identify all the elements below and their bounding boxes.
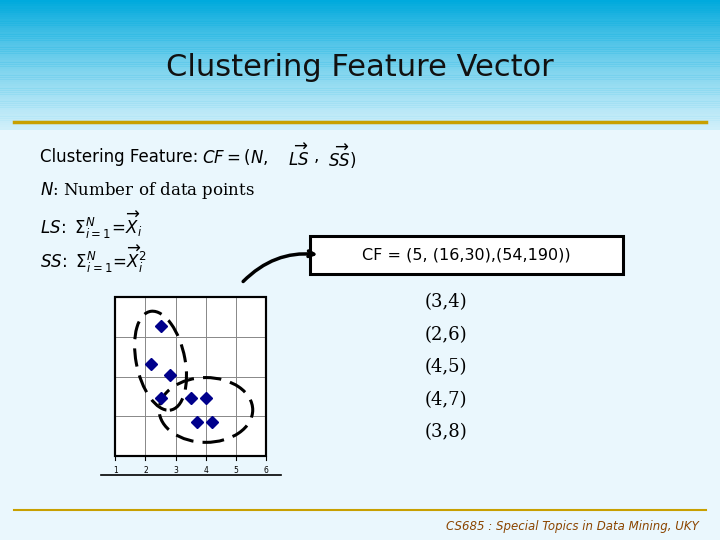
Text: (4,5): (4,5) [425, 358, 467, 376]
Bar [0, 94, 720, 97]
Bar [0, 30, 720, 32]
Bar [0, 60, 720, 63]
Text: 3: 3 [174, 466, 178, 475]
Text: Clustering Feature Vector: Clustering Feature Vector [166, 53, 554, 82]
Text: $SS\!:\ \Sigma^N_{i=1}\!=\!\overrightarrow{X}^2_i$: $SS\!:\ \Sigma^N_{i=1}\!=\!\overrightarr… [40, 244, 146, 275]
Bar [0, 116, 720, 119]
Bar [0, 79, 720, 82]
Bar [0, 77, 720, 80]
Bar [0, 125, 720, 127]
Text: 6: 6 [264, 466, 269, 475]
Bar [0, 38, 720, 41]
Bar [0, 34, 720, 37]
Bar [0, 25, 720, 28]
Text: CS685 : Special Topics in Data Mining, UKY: CS685 : Special Topics in Data Mining, U… [446, 520, 698, 533]
Bar [0, 19, 720, 22]
Bar [0, 62, 720, 65]
Text: 5: 5 [234, 466, 238, 475]
Bar [0, 110, 720, 112]
Bar [0, 112, 720, 114]
Bar [0, 64, 720, 67]
Bar [0, 88, 720, 91]
Bar [0, 56, 720, 58]
Bar [0, 103, 720, 106]
Bar [0, 82, 720, 84]
Bar [0, 49, 720, 52]
Bar [0, 118, 720, 121]
Text: (2,6): (2,6) [425, 326, 467, 344]
Bar [0, 86, 720, 89]
Bar [0, 75, 720, 78]
Text: (3,4): (3,4) [425, 293, 467, 312]
Text: CF = (5, (16,30),(54,190)): CF = (5, (16,30),(54,190)) [362, 247, 570, 262]
Bar [0, 114, 720, 117]
Bar [0, 10, 720, 13]
FancyBboxPatch shape [310, 236, 623, 274]
Bar [0, 8, 720, 11]
Bar [0, 0, 720, 2]
Bar [0, 53, 720, 56]
Bar [0, 105, 720, 108]
Bar [0, 43, 720, 45]
Bar [0, 92, 720, 95]
Text: 4: 4 [204, 466, 208, 475]
Bar [0, 15, 720, 17]
Bar [0, 120, 720, 123]
Text: $\overrightarrow{LS}$: $\overrightarrow{LS}$ [288, 144, 310, 170]
Bar [0, 90, 720, 93]
Text: 2: 2 [143, 466, 148, 475]
Text: 1: 1 [113, 466, 117, 475]
Bar [0, 84, 720, 86]
Bar [0, 47, 720, 50]
Bar [0, 73, 720, 76]
Bar [0, 6, 720, 9]
Bar [0, 71, 720, 73]
Text: $,$: $,$ [313, 148, 319, 165]
Bar [0, 58, 720, 60]
Bar [115, 297, 266, 456]
Bar [0, 2, 720, 4]
Bar [0, 36, 720, 39]
Bar [0, 107, 720, 110]
Bar [0, 12, 720, 15]
Text: $CF = (N,$: $CF = (N,$ [202, 146, 268, 167]
Text: $LS\!:\ \Sigma^N_{i=1}\!=\!\overrightarrow{X}_i$: $LS\!:\ \Sigma^N_{i=1}\!=\!\overrightarr… [40, 210, 142, 241]
Bar [115, 297, 266, 456]
Text: $\overrightarrow{SS})$: $\overrightarrow{SS})$ [328, 143, 356, 171]
Bar [0, 21, 720, 24]
Bar [0, 97, 720, 99]
Bar [0, 40, 720, 43]
Bar [0, 99, 720, 102]
Bar [0, 127, 720, 130]
Bar [0, 69, 720, 71]
Bar [0, 17, 720, 19]
Bar [0, 123, 720, 125]
Text: (3,8): (3,8) [425, 423, 467, 441]
Text: Clustering Feature:: Clustering Feature: [40, 147, 198, 166]
Bar [0, 101, 720, 104]
Text: (4,7): (4,7) [425, 390, 467, 409]
Bar [0, 66, 720, 69]
Bar [0, 23, 720, 26]
Bar [0, 51, 720, 54]
Bar [0, 28, 720, 30]
Bar [0, 45, 720, 48]
Text: $N$: Number of data points: $N$: Number of data points [40, 180, 254, 200]
Bar [0, 4, 720, 6]
Bar [0, 32, 720, 35]
